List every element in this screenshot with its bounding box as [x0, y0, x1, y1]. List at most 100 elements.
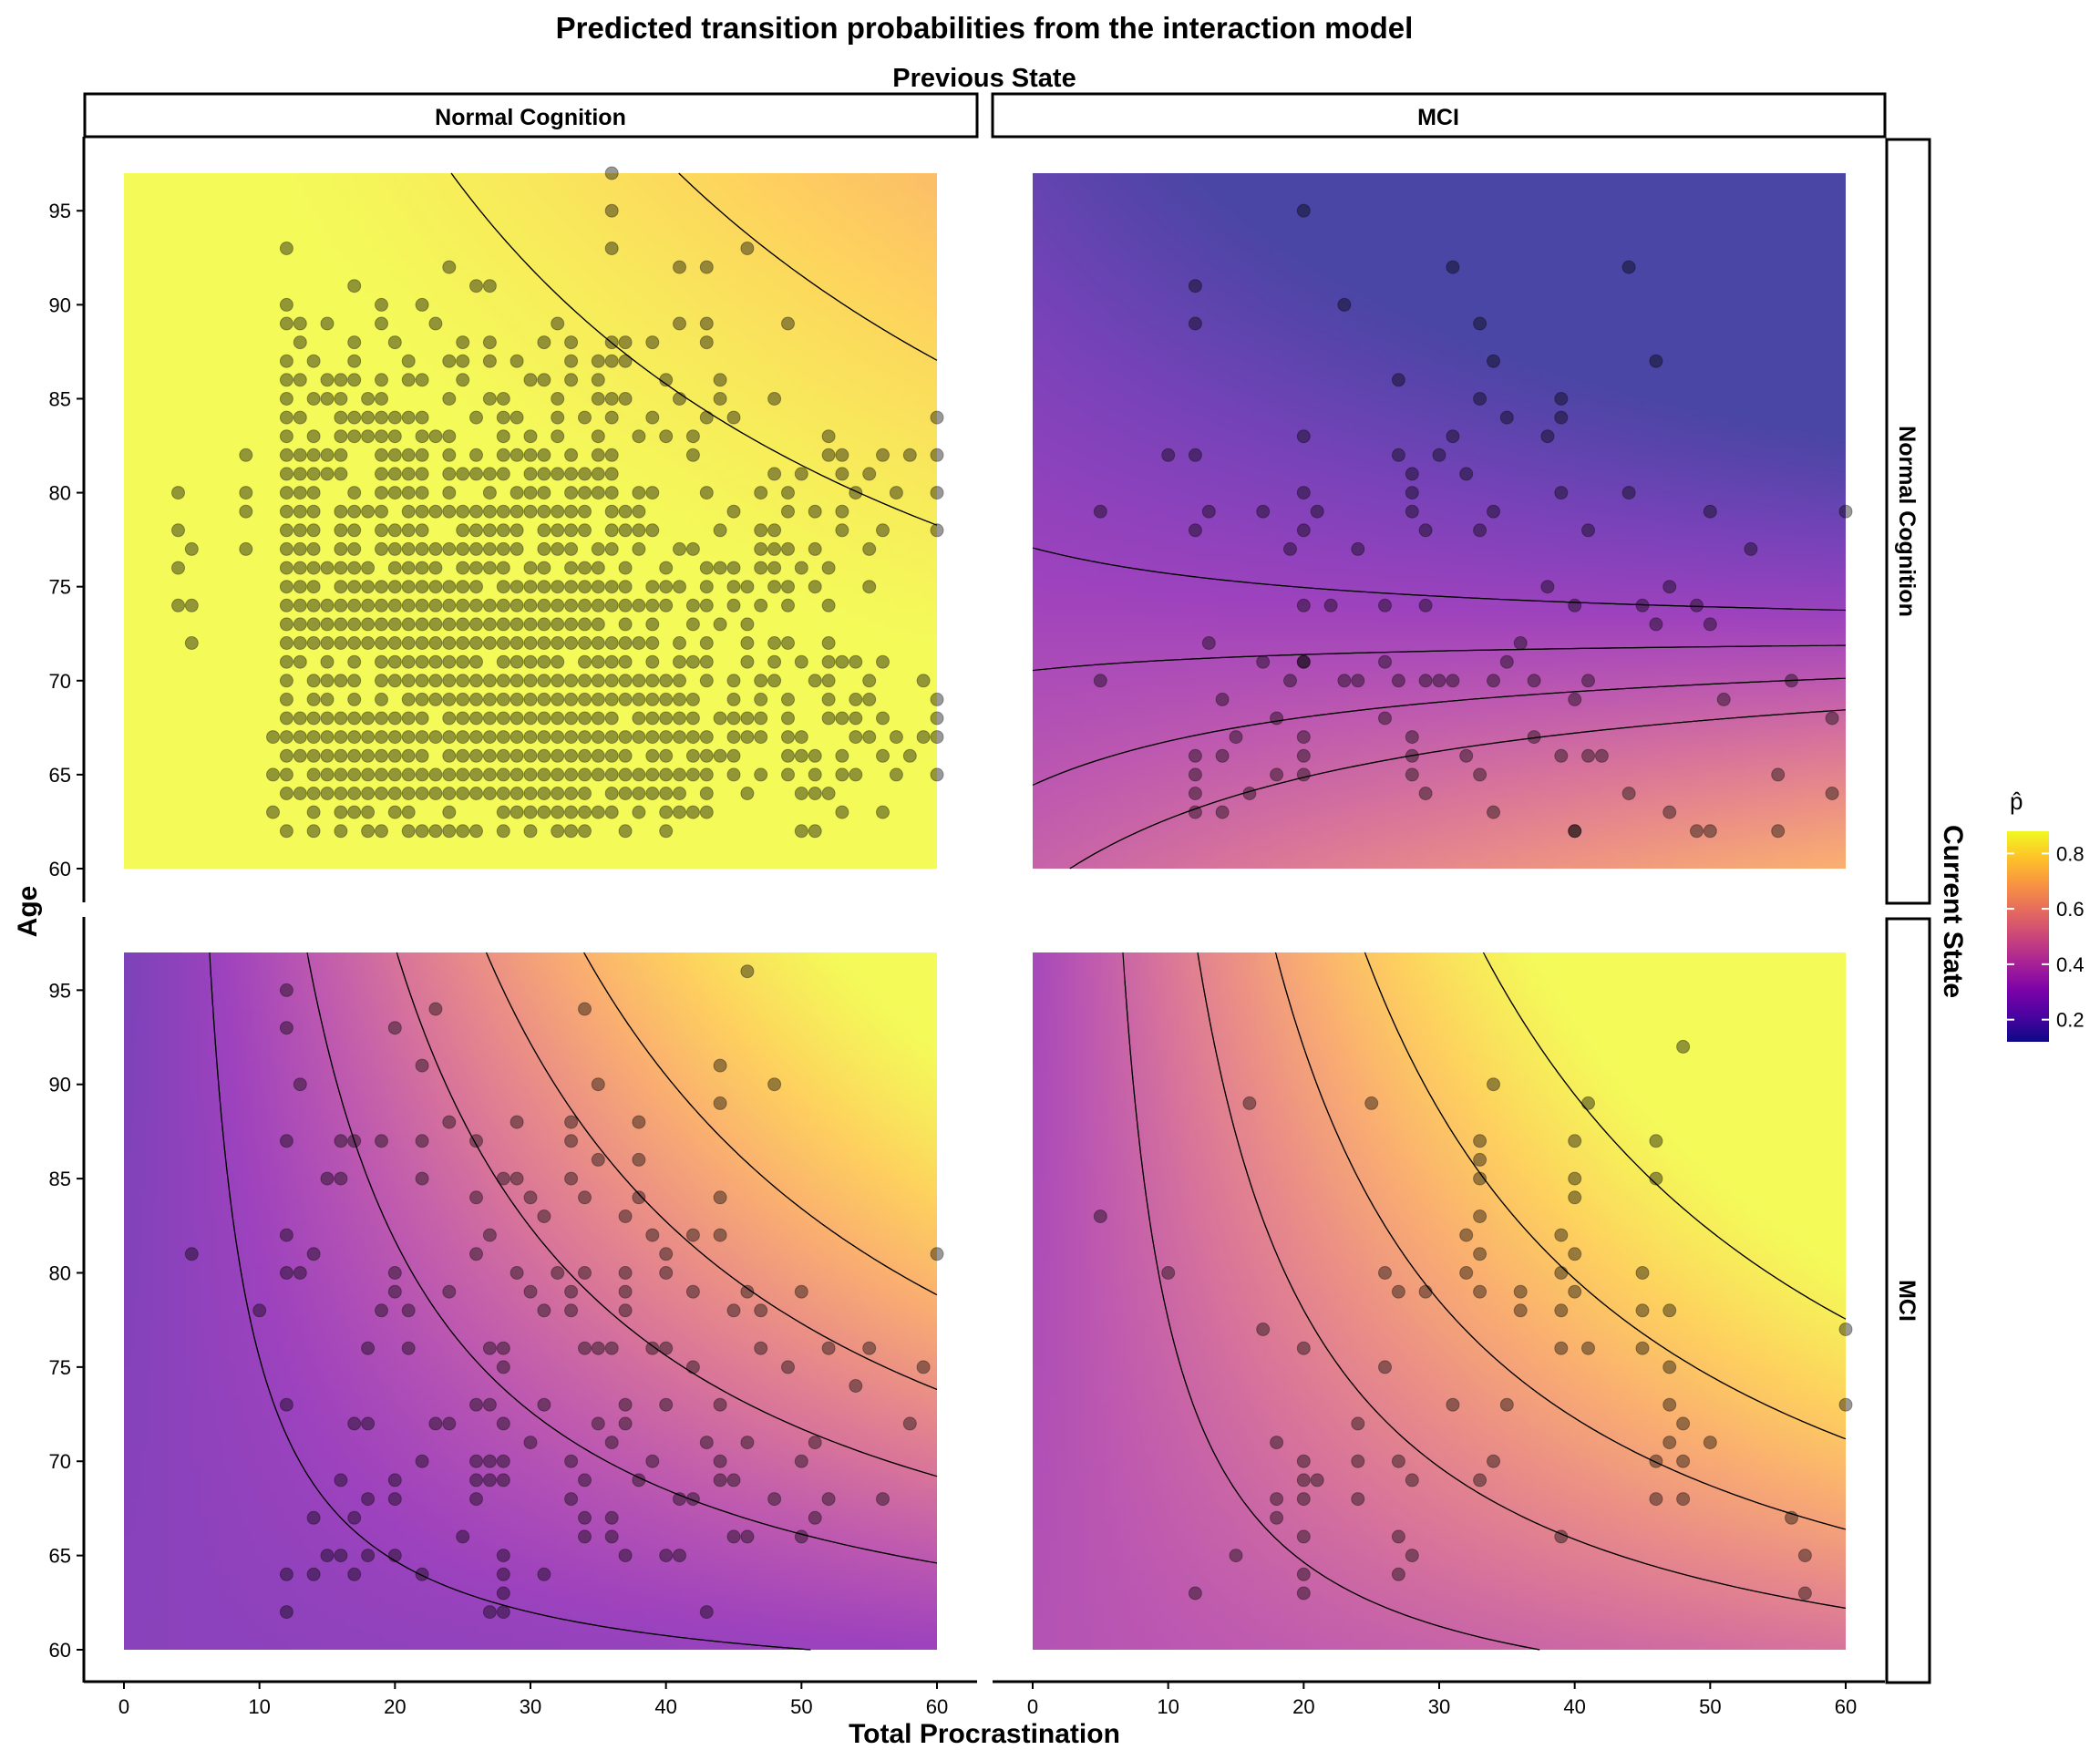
data-point	[442, 1115, 457, 1129]
data-point	[510, 1115, 524, 1129]
data-point	[387, 1473, 402, 1488]
data-point	[1771, 767, 1786, 782]
data-point	[1418, 598, 1433, 612]
data-point	[632, 805, 646, 819]
data-point	[618, 674, 633, 688]
data-point	[347, 711, 362, 726]
data-point	[456, 523, 470, 538]
data-point	[1785, 1510, 1798, 1525]
data-point	[537, 580, 551, 594]
data-point	[401, 654, 416, 669]
data-point	[415, 1134, 429, 1148]
data-point	[740, 1284, 755, 1299]
data-point	[551, 748, 565, 763]
data-point	[1188, 787, 1202, 800]
data-point	[726, 674, 741, 688]
data-point	[293, 787, 307, 800]
data-point	[645, 654, 660, 669]
data-point	[551, 410, 565, 425]
data-point	[1487, 1454, 1500, 1468]
data-point	[334, 748, 348, 763]
data-point	[347, 1134, 362, 1148]
data-point	[876, 654, 890, 669]
data-point	[442, 1416, 457, 1431]
data-point	[618, 1549, 633, 1563]
data-point	[578, 486, 592, 500]
data-point	[537, 1567, 551, 1581]
x-tick-label: 10	[248, 1695, 270, 1718]
data-point	[279, 983, 293, 997]
data-point	[1418, 523, 1433, 538]
data-point	[279, 598, 293, 612]
data-point	[387, 636, 402, 650]
data-point	[1418, 787, 1433, 800]
data-point	[279, 523, 293, 538]
data-point	[537, 692, 551, 706]
data-point	[781, 598, 795, 612]
data-point	[604, 504, 619, 519]
data-point	[1296, 1529, 1311, 1544]
data-point	[1581, 748, 1595, 763]
data-point	[604, 805, 619, 819]
data-point	[456, 354, 470, 368]
data-point	[279, 767, 293, 782]
strip-col-label: MCI	[1417, 105, 1459, 130]
data-point	[1161, 448, 1176, 462]
data-point	[334, 711, 348, 726]
data-point	[673, 260, 686, 274]
data-point	[699, 598, 714, 612]
data-point	[523, 580, 538, 594]
data-point	[1676, 1492, 1691, 1507]
data-point	[862, 674, 877, 688]
data-point	[1296, 598, 1311, 612]
data-point	[279, 580, 293, 594]
data-point	[551, 767, 565, 782]
data-point	[279, 1228, 293, 1242]
data-point	[835, 504, 849, 519]
data-point	[279, 1605, 293, 1620]
data-point	[1378, 1360, 1392, 1374]
data-point	[347, 654, 362, 669]
data-point	[496, 392, 510, 406]
data-point	[632, 486, 646, 500]
data-point	[347, 279, 362, 293]
data-point	[415, 748, 429, 763]
data-point	[279, 429, 293, 444]
data-point	[1093, 674, 1107, 688]
data-point	[456, 767, 470, 782]
data-point	[1785, 674, 1798, 688]
data-point	[387, 748, 402, 763]
data-point	[279, 711, 293, 726]
data-point	[1459, 467, 1474, 481]
data-point	[469, 580, 483, 594]
y-tick-label: 85	[49, 387, 71, 410]
data-point	[1473, 1210, 1488, 1223]
data-point	[551, 636, 565, 650]
data-point	[699, 730, 714, 745]
contour-line	[1482, 952, 1843, 1318]
data-point	[849, 1379, 863, 1393]
data-point	[1391, 1529, 1405, 1544]
data-point	[456, 711, 470, 726]
data-point	[808, 504, 822, 519]
data-point	[387, 1492, 402, 1507]
data-point	[1296, 486, 1311, 500]
data-point	[306, 1567, 321, 1581]
data-point	[415, 711, 429, 726]
data-point	[1296, 429, 1311, 444]
data-point	[1296, 203, 1311, 218]
data-point	[1256, 1323, 1271, 1336]
data-point	[564, 523, 579, 538]
data-point	[794, 1454, 808, 1468]
data-point	[591, 1341, 605, 1355]
data-point	[673, 674, 686, 688]
data-point	[442, 805, 457, 819]
data-point	[415, 1058, 429, 1073]
y-tick-label: 90	[49, 1074, 71, 1096]
data-point	[375, 711, 388, 726]
data-point	[604, 523, 619, 538]
data-point	[578, 410, 592, 425]
data-point	[578, 1341, 592, 1355]
data-point	[347, 335, 362, 350]
data-point	[1527, 730, 1541, 745]
